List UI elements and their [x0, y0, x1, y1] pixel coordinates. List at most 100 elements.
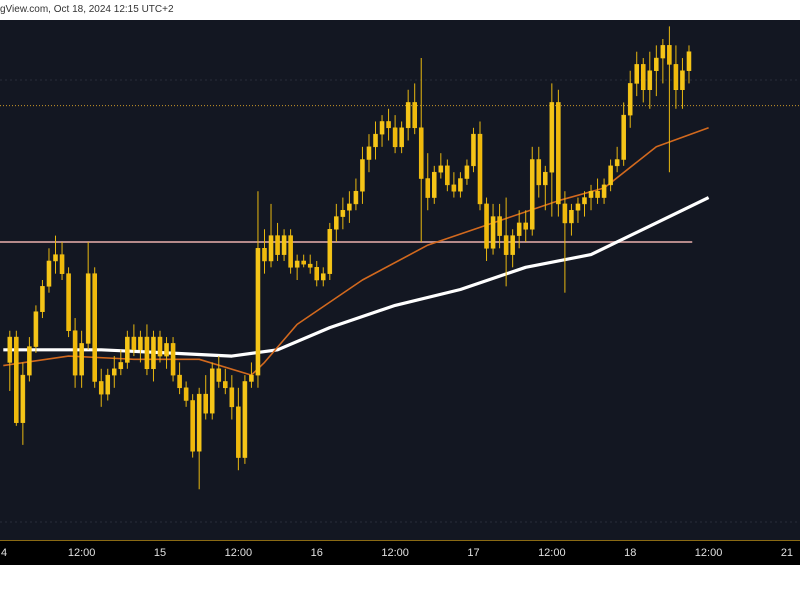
candle-body-78 — [516, 222, 522, 236]
candle-body-104 — [686, 51, 692, 71]
candle-body-84 — [556, 102, 561, 205]
candle-body-88 — [582, 197, 587, 205]
x-tick-label: 12:00 — [694, 547, 723, 559]
x-tick-label: 12:00 — [381, 547, 409, 559]
candle-body-18 — [125, 336, 130, 363]
candle-body-76 — [503, 235, 509, 255]
candle-body-81 — [536, 159, 542, 186]
candle-body-98 — [647, 70, 653, 91]
candle-body-20 — [138, 336, 143, 351]
candle-body-29 — [196, 393, 202, 452]
candle-body-49 — [327, 229, 333, 274]
candle-body-63 — [418, 127, 424, 179]
candle-body-75 — [497, 216, 502, 236]
candle-body-62 — [412, 102, 417, 129]
candle-body-38 — [255, 248, 261, 376]
candle-body-43 — [288, 235, 293, 268]
candle-body-74 — [490, 216, 496, 249]
candle-body-10 — [72, 330, 78, 376]
candle-body-91 — [601, 184, 607, 198]
candle-body-100 — [660, 45, 666, 59]
x-tick-label: 18 — [624, 547, 637, 559]
ma-slow-line — [3, 196, 710, 358]
candle-body-52 — [347, 203, 352, 211]
candle-body-82 — [543, 171, 548, 186]
candle-body-2 — [20, 374, 26, 423]
candle-body-4 — [33, 311, 39, 347]
candle-body-79 — [523, 222, 528, 230]
candle-body-50 — [334, 216, 339, 230]
x-tick-label: 12:00 — [67, 547, 96, 559]
candle-body-33 — [223, 381, 228, 389]
candle-body-99 — [654, 57, 659, 71]
x-tick-label: 4 — [0, 547, 8, 559]
candle-body-5 — [40, 286, 45, 312]
chart-area[interactable] — [0, 20, 800, 565]
header-text: gView.com, Oct 18, 2024 12:15 UTC+2 — [0, 4, 174, 15]
candle-body-25 — [170, 343, 176, 376]
candle-body-54 — [360, 159, 365, 192]
candle-body-34 — [229, 387, 235, 408]
candle-body-95 — [627, 83, 633, 116]
x-tick-label: 21 — [780, 547, 794, 559]
x-tick-label: 15 — [153, 547, 167, 559]
candle-body-58 — [386, 121, 391, 129]
candle-body-36 — [242, 381, 248, 458]
candle-body-73 — [484, 203, 489, 249]
candle-body-56 — [373, 133, 378, 148]
candle-body-97 — [640, 64, 646, 91]
candle-body-71 — [471, 133, 476, 167]
candle-body-94 — [621, 114, 626, 160]
candlestick-chart[interactable] — [0, 20, 800, 540]
candle-body-67 — [445, 165, 450, 186]
candle-body-61 — [405, 102, 411, 129]
candle-body-65 — [432, 171, 437, 198]
x-tick-label: 16 — [310, 547, 323, 559]
candle-body-14 — [98, 381, 104, 395]
candle-body-30 — [203, 393, 208, 414]
candle-body-89 — [588, 190, 594, 198]
candle-body-39 — [262, 248, 267, 262]
candle-body-21 — [144, 336, 150, 370]
candle-body-32 — [216, 368, 222, 382]
candle-body-53 — [353, 190, 359, 205]
candle-body-86 — [569, 209, 574, 224]
candle-body-12 — [85, 273, 91, 344]
candle-body-23 — [157, 336, 163, 357]
x-axis: 4 12:00 15 12:00 16 12:00 17 12:00 18 12:00 21 — [0, 540, 800, 566]
candle-body-92 — [608, 165, 613, 186]
candle-body-66 — [438, 165, 444, 173]
candle-body-9 — [66, 273, 71, 331]
candle-body-46 — [307, 263, 313, 268]
x-tick-label: 17 — [467, 547, 480, 559]
candle-body-96 — [634, 64, 640, 84]
candle-body-35 — [236, 406, 241, 458]
candle-body-45 — [301, 260, 306, 265]
candle-body-27 — [183, 387, 189, 401]
candle-body-102 — [673, 64, 679, 91]
candle-body-80 — [529, 159, 535, 230]
candle-body-40 — [268, 235, 274, 262]
candle-body-41 — [275, 235, 280, 255]
candle-body-103 — [680, 70, 685, 91]
candle-body-19 — [131, 336, 137, 351]
candle-body-101 — [667, 45, 672, 65]
candle-body-57 — [379, 121, 385, 135]
candle-body-72 — [477, 133, 483, 205]
candle-body-51 — [340, 209, 346, 217]
candle-body-13 — [92, 273, 97, 382]
candle-body-28 — [190, 400, 195, 452]
candle-body-93 — [614, 159, 620, 167]
candle-body-11 — [79, 343, 84, 376]
candle-body-85 — [562, 203, 568, 224]
candle-body-1 — [14, 336, 19, 423]
candle-body-22 — [151, 336, 156, 370]
chart-header: gView.com, Oct 18, 2024 12:15 UTC+2 — [0, 0, 800, 20]
bottom-strip — [0, 565, 800, 590]
candle-body-68 — [451, 184, 457, 192]
ma-fast-line — [3, 127, 709, 376]
candle-body-0 — [7, 336, 13, 363]
candle-body-15 — [105, 374, 111, 395]
candle-body-69 — [458, 178, 463, 192]
candle-body-83 — [549, 102, 555, 173]
